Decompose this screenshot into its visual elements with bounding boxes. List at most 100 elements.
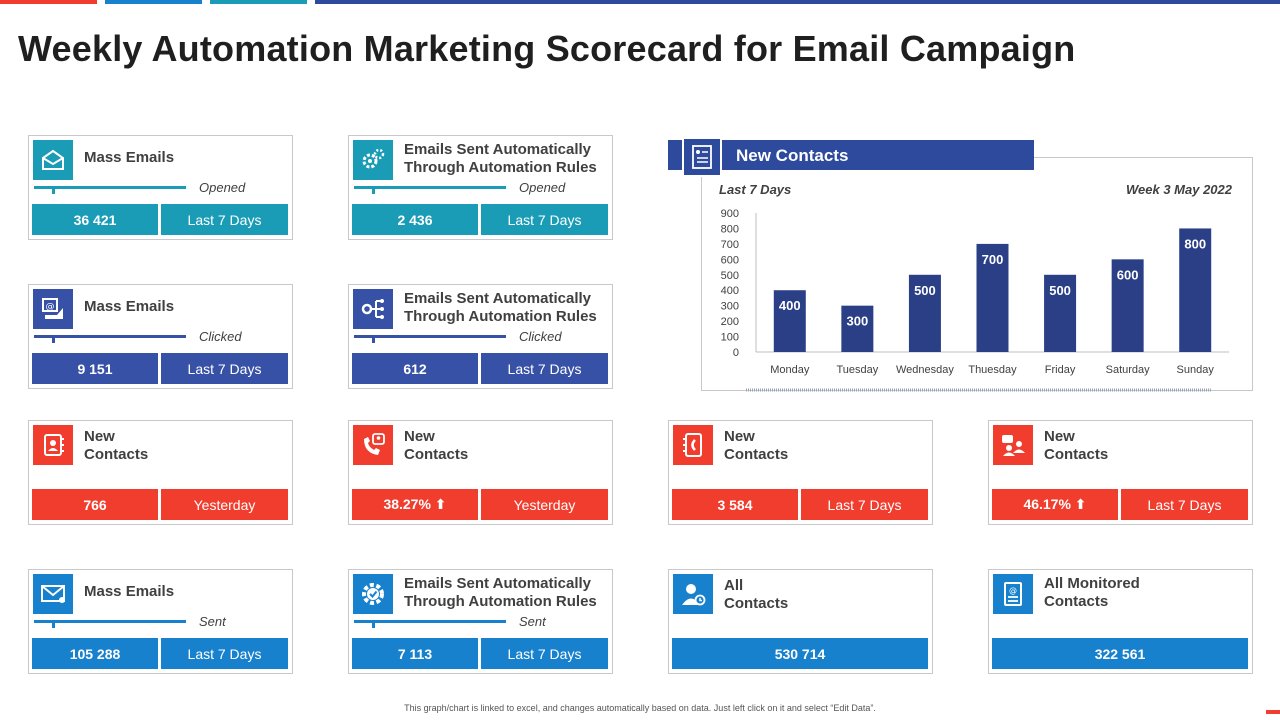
bar-monday <box>773 290 806 352</box>
card-period: Last 7 Days <box>481 638 608 669</box>
card-new-contacts-yesterday[interactable]: New Contacts 766 Yesterday <box>28 420 293 525</box>
card-mass-emails-clicked[interactable]: @ Mass Emails Clicked 9 151 Last 7 Days <box>28 284 293 389</box>
y-tick-label: 500 <box>721 270 739 282</box>
card-divider <box>354 186 506 194</box>
card-label: New Contacts <box>84 428 149 463</box>
card-value: 612 <box>352 353 478 384</box>
card-label: New Contacts <box>1044 428 1109 463</box>
document-icon: @ <box>993 574 1033 614</box>
y-tick-label: 0 <box>733 347 739 359</box>
bar-wednesday <box>908 274 941 352</box>
svg-text:@: @ <box>46 302 55 312</box>
bar-data-label: 800 <box>1184 236 1206 251</box>
svg-text:@: @ <box>1009 586 1017 595</box>
card-sublabel: Clicked <box>199 329 242 344</box>
card-divider <box>354 335 506 343</box>
card-divider <box>34 186 186 194</box>
card-label: Emails Sent Automatically Through Automa… <box>404 575 597 610</box>
x-tick-label: Sunday <box>1177 364 1215 376</box>
card-value: 322 561 <box>992 638 1248 669</box>
card-mass-emails-sent[interactable]: Mass Emails Sent 105 288 Last 7 Days <box>28 569 293 674</box>
y-tick-label: 300 <box>721 301 739 313</box>
card-sublabel: Clicked <box>519 329 562 344</box>
card-value: 2 436 <box>352 204 478 235</box>
card-sublabel: Opened <box>199 180 246 195</box>
top-accent-red <box>0 0 97 4</box>
x-tick-label: Saturday <box>1106 364 1151 376</box>
y-tick-label: 100 <box>721 332 739 344</box>
bar-sunday <box>1179 228 1212 352</box>
card-sublabel: Sent <box>199 614 226 629</box>
card-period: Yesterday <box>481 489 608 520</box>
user-clock-icon <box>673 574 713 614</box>
card-label: All Monitored Contacts <box>1044 575 1140 610</box>
card-divider <box>354 620 506 628</box>
envelope-icon <box>33 574 73 614</box>
card-label: New Contacts <box>724 428 789 463</box>
top-accent-blue <box>105 0 202 4</box>
envelope-open-icon <box>33 140 73 180</box>
x-tick-label: Wednesday <box>896 364 954 376</box>
card-period: Last 7 Days <box>801 489 928 520</box>
card-value: 105 288 <box>32 638 158 669</box>
x-tick-label: Thuesday <box>968 364 1017 376</box>
y-tick-label: 200 <box>721 316 739 328</box>
card-new-contacts-week[interactable]: New Contacts 3 584 Last 7 Days <box>668 420 933 525</box>
card-value: 7 113 <box>352 638 478 669</box>
card-divider <box>34 335 186 343</box>
card-label: Mass Emails <box>84 298 175 315</box>
card-value: 46.17% ⬆ <box>992 489 1118 520</box>
card-label: All Contacts <box>724 577 789 612</box>
card-auto-emails-clicked[interactable]: Emails Sent Automatically Through Automa… <box>348 284 613 389</box>
card-auto-emails-opened[interactable]: Emails Sent Automatically Through Automa… <box>348 135 613 240</box>
card-period: Last 7 Days <box>161 638 288 669</box>
x-tick-label: Friday <box>1045 364 1076 376</box>
card-new-contacts-percent-yesterday[interactable]: New Contacts 38.27% ⬆ Yesterday <box>348 420 613 525</box>
bar-data-label: 500 <box>914 283 936 298</box>
card-value: 3 584 <box>672 489 798 520</box>
card-all-monitored-contacts[interactable]: @ All Monitored Contacts 322 561 <box>988 569 1253 674</box>
chart-header-title: New Contacts <box>736 146 849 165</box>
new-contacts-bar-chart: 0 100 200 300 400 500 600 700 800 900 400 Monday 300… <box>721 208 1229 392</box>
y-tick-label: 700 <box>721 239 739 251</box>
bar-data-label: 500 <box>1049 283 1071 298</box>
footnote: This graph/chart is linked to excel, and… <box>404 703 876 713</box>
card-period: Last 7 Days <box>481 204 608 235</box>
bar-saturday <box>1111 259 1144 352</box>
card-period: Last 7 Days <box>481 353 608 384</box>
top-accent-teal <box>210 0 307 4</box>
card-new-contacts-percent-week[interactable]: New Contacts 46.17% ⬆ Last 7 Days <box>988 420 1253 525</box>
bar-data-label: 400 <box>779 298 801 313</box>
bar-friday <box>1044 274 1077 352</box>
card-label: Emails Sent Automatically Through Automa… <box>404 141 597 176</box>
card-label: New Contacts <box>404 428 469 463</box>
y-tick-label: 400 <box>721 285 739 297</box>
card-period: Last 7 Days <box>161 204 288 235</box>
phone-contact-icon <box>353 425 393 465</box>
card-all-contacts[interactable]: All Contacts 530 714 <box>668 569 933 674</box>
card-divider <box>34 620 186 628</box>
card-period: Last 7 Days <box>161 353 288 384</box>
card-label: Mass Emails <box>84 583 175 600</box>
card-period: Yesterday <box>161 489 288 520</box>
chart-week-label: Week 3 May 2022 <box>1126 182 1232 197</box>
card-value: 38.27% ⬆ <box>352 489 478 520</box>
card-value: 36 421 <box>32 204 158 235</box>
card-label: Emails Sent Automatically Through Automa… <box>404 290 597 325</box>
card-sublabel: Opened <box>519 180 566 195</box>
card-auto-emails-sent[interactable]: Emails Sent Automatically Through Automa… <box>348 569 613 674</box>
top-accent-navy <box>315 0 1280 4</box>
chart-period-label: Last 7 Days <box>719 182 792 197</box>
x-tick-label: Tuesday <box>836 364 878 376</box>
bar-thuesday <box>976 243 1009 352</box>
card-mass-emails-opened[interactable]: Mass Emails Opened 36 421 Last 7 Days <box>28 135 293 240</box>
email-click-icon: @ <box>33 289 73 329</box>
card-value: 766 <box>32 489 158 520</box>
y-tick-label: 600 <box>721 254 739 266</box>
contact-card-icon <box>682 137 722 177</box>
page-title: Weekly Automation Marketing Scorecard fo… <box>18 28 1076 69</box>
card-sublabel: Sent <box>519 614 546 629</box>
workflow-icon <box>353 289 393 329</box>
corner-accent <box>1266 710 1280 714</box>
chat-users-icon <box>993 425 1033 465</box>
